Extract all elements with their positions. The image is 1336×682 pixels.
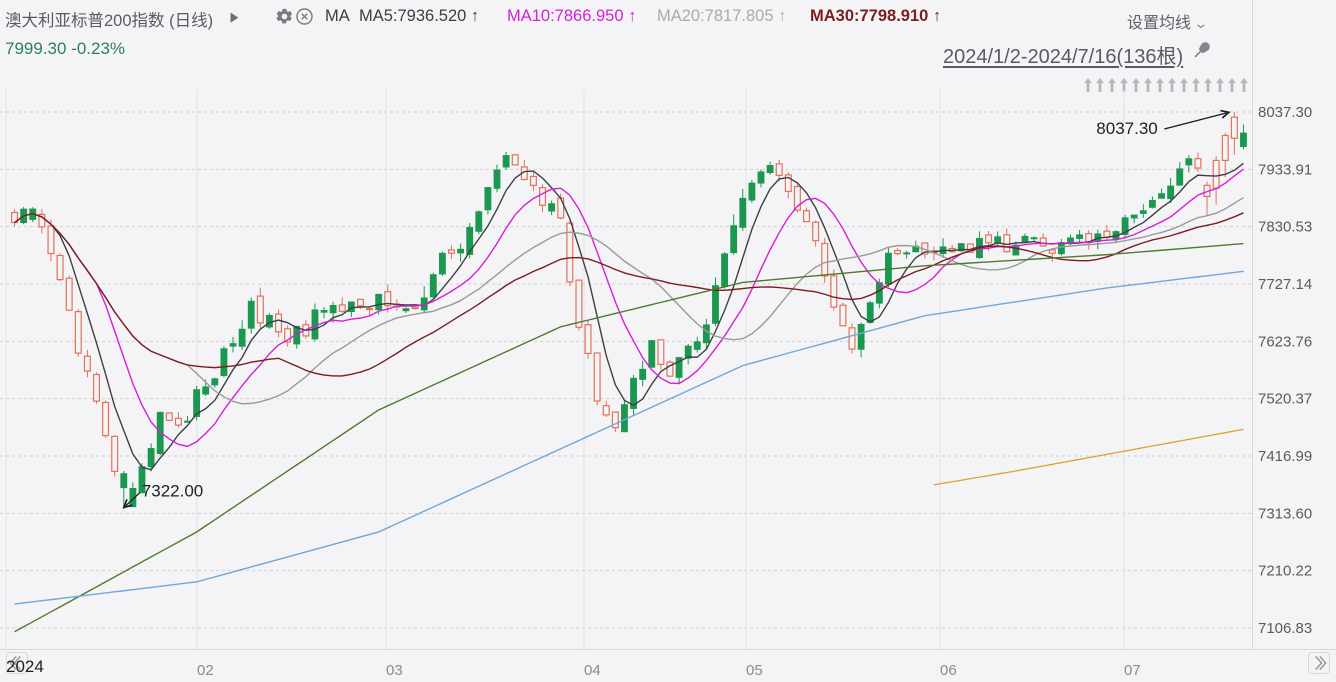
svg-text:7322.00: 7322.00 <box>142 482 203 501</box>
svg-text:04: 04 <box>584 662 601 679</box>
svg-text:7210.22: 7210.22 <box>1258 563 1312 580</box>
svg-text:07: 07 <box>1124 662 1141 679</box>
svg-text:06: 06 <box>940 662 957 679</box>
svg-text:7520.37: 7520.37 <box>1258 391 1312 408</box>
svg-text:7727.14: 7727.14 <box>1258 276 1312 293</box>
svg-text:7933.91: 7933.91 <box>1258 161 1312 178</box>
svg-text:05: 05 <box>746 662 763 679</box>
svg-text:7313.60: 7313.60 <box>1258 505 1312 522</box>
svg-text:02: 02 <box>197 662 214 679</box>
svg-text:7416.99: 7416.99 <box>1258 448 1312 465</box>
svg-text:7623.76: 7623.76 <box>1258 333 1312 350</box>
svg-text:03: 03 <box>386 662 403 679</box>
svg-text:7106.83: 7106.83 <box>1258 620 1312 637</box>
svg-text:7830.53: 7830.53 <box>1258 219 1312 236</box>
svg-text:8037.30: 8037.30 <box>1096 119 1157 138</box>
svg-text:8037.30: 8037.30 <box>1258 104 1312 121</box>
